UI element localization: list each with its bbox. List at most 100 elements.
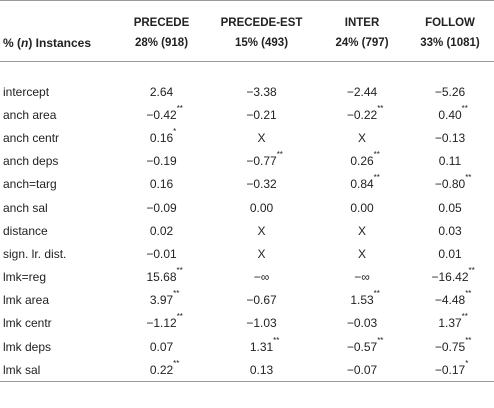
cell-value: X	[357, 223, 366, 238]
table-cell: −1.12 **	[118, 312, 205, 335]
table-cell: −16.42 **	[406, 266, 494, 289]
significance-marker: **	[373, 150, 380, 160]
table-row: lmk centr −1.12 ** −1.03 −0.03 1.37 **	[0, 312, 494, 335]
significance-marker: **	[461, 312, 468, 322]
significance-marker: **	[176, 266, 183, 276]
cell-value: −0.09	[146, 200, 177, 215]
table-cell: −∞	[205, 266, 318, 289]
cell-value: −0.77	[246, 154, 277, 169]
significance-marker: **	[468, 266, 475, 276]
table-cell: 1.37 **	[406, 312, 494, 335]
table-cell: 0.40 **	[406, 103, 494, 126]
cell-value: 0.16	[149, 177, 174, 192]
table-cell: 0.07	[118, 335, 205, 358]
row-label: anch=targ	[3, 177, 57, 192]
table-cell: 0.02	[118, 219, 205, 242]
table-row: lmk=reg 15.68 ** −∞ −∞ −16.42 **	[0, 266, 494, 289]
column-header-inter: INTER	[318, 0, 406, 33]
cell-value: −0.22	[346, 107, 378, 122]
coefficients-table: PRECEDE PRECEDE-EST INTER FOLLOW % (n) I…	[0, 0, 494, 383]
cell-value: −0.19	[146, 154, 177, 169]
row-label: anch area	[3, 107, 57, 122]
cell-value: 1.31	[249, 339, 274, 354]
cell-value: 0.01	[438, 246, 462, 261]
cell-value: −0.01	[146, 246, 177, 261]
table-row: distance 0.02 X X 0.03	[0, 219, 494, 242]
table-cell: −0.67	[205, 289, 318, 312]
significance-marker: **	[176, 312, 183, 322]
row-label: distance	[3, 223, 48, 238]
cell-value: 0.22	[149, 362, 174, 377]
cell-value: 0.84	[350, 177, 374, 192]
cell-value: −0.42	[146, 107, 177, 122]
table-cell: 0.01	[406, 242, 494, 265]
significance-marker: **	[465, 289, 472, 299]
table-cell: 0.03	[406, 219, 494, 242]
table-body: intercept 2.64 −3.38 −2.44 −5.26 anch area −0.…	[0, 62, 494, 383]
cell-value: −0.32	[246, 177, 277, 192]
table-cell: −0.17 *	[406, 358, 494, 383]
table-cell: −0.13	[406, 126, 494, 149]
row-label: sign. lr. dist.	[3, 246, 67, 261]
significance-marker: **	[276, 150, 283, 160]
table-cell: −∞	[318, 266, 406, 289]
column-stat-precede: 28% (918)	[118, 33, 205, 62]
column-stat-precede-est: 15% (493)	[205, 33, 318, 62]
row-label: lmk sal	[0, 358, 118, 383]
table-cell: X	[318, 242, 406, 265]
table-cell: −0.57 **	[318, 335, 406, 358]
significance-marker: **	[173, 358, 180, 368]
row-header-label: % (n) Instances	[0, 33, 118, 62]
cell-value: −0.07	[346, 362, 378, 377]
cell-value: −4.48	[434, 293, 466, 308]
significance-marker: *	[465, 358, 469, 368]
table-row: anch=targ 0.16 −0.32 0.84 ** −0.80 **	[0, 173, 494, 196]
row-label: lmk deps	[3, 339, 52, 354]
table-row: anch centr 0.16 * X X −0.13	[0, 126, 494, 149]
cell-value: −0.57	[346, 339, 378, 354]
table-cell: −0.07	[318, 358, 406, 383]
row-label: lmk area	[3, 293, 50, 308]
cell-value: X	[357, 246, 366, 261]
table-cell: −0.09	[118, 196, 205, 219]
cell-value: −1.03	[246, 316, 277, 331]
significance-marker: **	[377, 103, 384, 113]
significance-marker: **	[176, 103, 183, 113]
table-row: lmk deps 0.07 1.31 ** −0.57 ** −0.75 **	[0, 335, 494, 358]
cell-value: 2.64	[149, 84, 174, 99]
table-row: sign. lr. dist. −0.01 X X 0.01	[0, 242, 494, 265]
row-label: anch centr	[3, 130, 60, 145]
row-label: anch deps	[3, 154, 59, 169]
cell-value: −0.75	[434, 339, 466, 354]
table-cell: 0.05	[406, 196, 494, 219]
cell-value: −2.44	[346, 84, 378, 99]
table-row: intercept 2.64 −3.38 −2.44 −5.26	[0, 80, 494, 103]
table-row: lmk area 3.97 ** −0.67 1.53 ** −4.48 **	[0, 289, 494, 312]
table-cell: −0.01	[118, 242, 205, 265]
row-label: lmk centr	[3, 316, 52, 331]
cell-value: 0.11	[438, 154, 462, 169]
table-cell: X	[205, 126, 318, 149]
table-cell: −5.26	[406, 80, 494, 103]
table-cell: 0.84 **	[318, 173, 406, 196]
row-label: lmk=reg	[3, 270, 47, 285]
table-cell: −0.42 **	[118, 103, 205, 126]
table-cell: 0.16	[118, 173, 205, 196]
cell-value: 0.16	[149, 130, 174, 145]
cell-value: 0.13	[249, 362, 274, 377]
cell-value: −0.67	[246, 293, 277, 308]
column-header-follow: FOLLOW	[406, 0, 494, 33]
table-cell: −0.03	[318, 312, 406, 335]
cell-value: −0.03	[346, 316, 378, 331]
cell-value: −0.13	[434, 130, 466, 145]
table-row: anch sal −0.09 0.00 0.00 0.05	[0, 196, 494, 219]
cell-value: X	[257, 246, 266, 261]
table-cell: −0.19	[118, 150, 205, 173]
significance-marker: *	[173, 126, 177, 136]
cell-value: −16.42	[431, 270, 469, 285]
cell-value: 0.26	[350, 154, 374, 169]
significance-marker: **	[373, 173, 380, 183]
column-stat-follow: 33% (1081)	[406, 33, 494, 62]
cell-value: 0.05	[438, 200, 462, 215]
